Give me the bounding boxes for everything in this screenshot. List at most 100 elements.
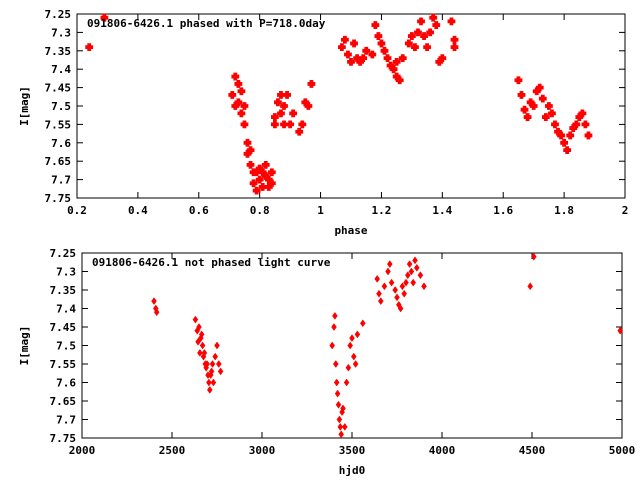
phased-data-point <box>520 105 529 114</box>
phased-data-point <box>584 131 593 140</box>
unphased-data-point <box>198 330 205 339</box>
phased-data-point <box>307 80 316 88</box>
unphased-data-point <box>343 378 350 387</box>
unphased-data-point <box>341 422 348 431</box>
unphased-x-tick-label: 2000 <box>69 444 96 457</box>
unphased-data-point <box>338 430 345 439</box>
unphased-data-point <box>421 282 427 291</box>
unphased-data-point <box>359 319 366 328</box>
unphased-x-axis: 2000 2500 3000 3500 4000 4500 5000 <box>69 253 636 457</box>
unphased-data-point <box>331 323 337 331</box>
phased-data-point <box>270 113 279 121</box>
unphased-data-point <box>401 289 408 298</box>
phased-data-point <box>383 54 392 63</box>
unphased-data-point <box>151 297 157 306</box>
unphased-data-point <box>386 260 393 269</box>
phased-data-point <box>450 35 459 44</box>
phased-y-axis-label: I[mag] <box>18 86 31 126</box>
phased-y-tick-label: 7.25 <box>45 8 72 21</box>
phased-data-point <box>398 54 407 63</box>
phased-data-point <box>395 76 404 85</box>
phased-data-point <box>277 109 285 118</box>
phased-y-tick-label: 7.75 <box>45 192 72 205</box>
unphased-data-point <box>212 352 219 361</box>
unphased-y-tick-label: 7.75 <box>50 432 77 445</box>
phased-y-tick-label: 7.3 <box>51 26 71 39</box>
unphased-data-point <box>208 367 215 376</box>
unphased-data-point <box>388 278 395 287</box>
phased-data-point <box>277 91 285 99</box>
unphased-data-point <box>214 341 220 350</box>
phased-data-point <box>426 28 435 37</box>
phased-data-point <box>274 98 282 107</box>
phased-data-point <box>304 102 313 110</box>
phased-data-point <box>548 109 556 118</box>
phased-data-point <box>258 183 267 191</box>
unphased-data-point <box>417 271 424 280</box>
phased-data-point <box>246 160 255 169</box>
unphased-x-tick-label: 5000 <box>609 444 636 457</box>
phased-data-point <box>514 76 523 85</box>
unphased-x-tick-label: 4500 <box>519 444 546 457</box>
unphased-data-point <box>215 360 222 368</box>
phased-x-tick-label: 1.2 <box>372 204 392 217</box>
phased-chart-title: 091806-6426.1 phased with P=718.0day <box>87 17 326 30</box>
phased-data-point <box>344 50 352 59</box>
unphased-data-point <box>374 274 381 283</box>
phased-data-point <box>234 80 243 88</box>
phased-data-point <box>237 109 246 118</box>
unphased-data-point <box>196 323 202 331</box>
unphased-x-tick-label: 3000 <box>249 444 276 457</box>
unphased-data-point <box>530 252 537 261</box>
unphased-x-tick-label: 4000 <box>429 444 456 457</box>
unphased-y-tick-label: 7.4 <box>56 303 76 316</box>
phased-data-point <box>246 146 255 155</box>
phased-data-point <box>240 120 249 129</box>
phased-data-point <box>551 120 559 129</box>
unphased-x-tick-label: 3500 <box>339 444 366 457</box>
phased-data-point <box>535 83 544 92</box>
unphased-y-tick-label: 7.45 <box>50 321 77 334</box>
unphased-data-point <box>192 315 199 324</box>
phased-y-tick-label: 7.5 <box>51 100 71 113</box>
phased-data-point <box>563 146 572 155</box>
unphased-data-point <box>394 293 400 302</box>
phased-data-point <box>423 43 432 52</box>
unphased-data-point <box>397 304 404 313</box>
phased-data-point <box>544 102 553 110</box>
unphased-y-tick-label: 7.3 <box>56 266 76 279</box>
phased-data-point <box>240 102 249 110</box>
unphased-data-point <box>201 348 208 357</box>
unphased-data-point <box>381 282 388 291</box>
phased-data-point <box>368 50 377 59</box>
phased-data-point <box>374 32 383 40</box>
phased-data-point <box>438 54 447 63</box>
unphased-data-points <box>151 252 624 439</box>
phased-y-tick-label: 7.45 <box>45 82 72 95</box>
phased-x-axis-label: phase <box>334 224 367 237</box>
unphased-data-point <box>333 378 340 387</box>
unphased-data-point <box>376 289 382 298</box>
phased-data-point <box>283 91 291 99</box>
phased-data-point <box>377 39 386 48</box>
unphased-data-point <box>335 400 342 409</box>
phased-data-point <box>252 186 261 195</box>
unphased-x-axis-label: hjd0 <box>339 464 366 477</box>
phased-data-point <box>261 160 270 169</box>
unphased-data-point <box>336 415 343 424</box>
unphased-data-point <box>413 263 420 272</box>
unphased-y-tick-label: 7.35 <box>50 284 77 297</box>
phased-y-tick-label: 7.55 <box>45 118 72 131</box>
phased-data-point <box>280 102 288 110</box>
unphased-data-point <box>404 271 411 280</box>
unphased-chart-title: 091806-6426.1 not phased light curve <box>92 256 331 269</box>
unphased-data-point <box>403 278 409 287</box>
unphased-data-point <box>153 308 160 317</box>
unphased-data-point <box>349 334 355 343</box>
unphased-data-point <box>337 422 344 431</box>
phased-y-tick-label: 7.4 <box>51 63 71 76</box>
phased-data-point <box>85 43 94 52</box>
phased-data-point <box>414 28 422 37</box>
phased-x-tick-label: 0.4 <box>128 204 148 217</box>
